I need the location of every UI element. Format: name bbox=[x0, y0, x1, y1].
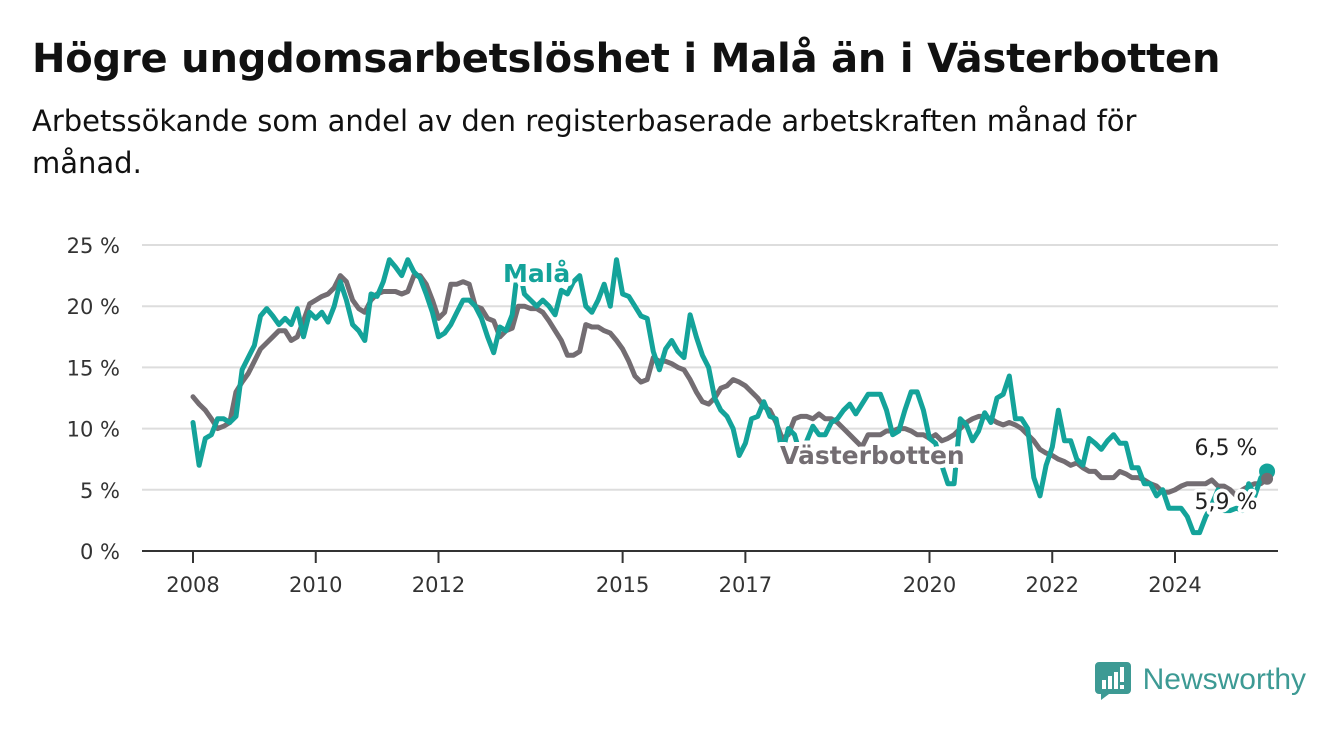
y-tick-label: 0 % bbox=[80, 540, 120, 564]
newsworthy-logo: Newsworthy bbox=[1093, 660, 1306, 700]
end-point-vasterbotten bbox=[1261, 472, 1274, 485]
series-lines bbox=[190, 257, 1276, 536]
y-tick-label: 10 % bbox=[67, 418, 120, 442]
x-tick-label: 2012 bbox=[412, 573, 465, 597]
chart-title: Högre ungdomsarbetslöshet i Malå än i Vä… bbox=[32, 36, 1221, 82]
series-label-vasterbotten: Västerbotten bbox=[780, 441, 965, 470]
x-tick-label: 2017 bbox=[719, 573, 772, 597]
x-tick-label: 2010 bbox=[289, 573, 342, 597]
x-axis-ticks: 2008 2010 2012 2015 2017 2020 2022 2024 bbox=[166, 551, 1202, 597]
series-label-mala: Malå bbox=[503, 259, 570, 288]
y-tick-label: 25 % bbox=[67, 234, 120, 258]
y-tick-label: 5 % bbox=[80, 479, 120, 503]
gridlines bbox=[142, 244, 1278, 491]
line-chart: 0 %5 %10 %15 %20 %25 % 2008 2010 2012 2015 2… bbox=[67, 234, 1278, 597]
y-tick-label: 20 % bbox=[67, 295, 120, 319]
chart-subtitle: Arbetssökande som andel av den registerb… bbox=[32, 104, 1137, 180]
series-line-mala bbox=[190, 257, 1270, 536]
series-line-vasterbotten bbox=[190, 273, 1270, 499]
x-tick-label: 2020 bbox=[903, 573, 956, 597]
series-labels: Malå Västerbotten 6,5 % 5,9 % bbox=[499, 255, 1261, 519]
brand-name: Newsworthy bbox=[1142, 663, 1306, 696]
x-tick-label: 2022 bbox=[1026, 573, 1079, 597]
x-tick-label: 2015 bbox=[596, 573, 649, 597]
x-tick-label: 2024 bbox=[1148, 573, 1201, 597]
end-value-label-mala: 6,5 % bbox=[1195, 436, 1258, 461]
end-value-label-vasterbotten: 5,9 % bbox=[1195, 490, 1258, 515]
newsworthy-logo-icon bbox=[1094, 662, 1131, 700]
y-axis-ticks: 0 % 5 % 10 % 15 % 20 % 25 % bbox=[67, 234, 120, 564]
x-tick-label: 2008 bbox=[166, 573, 219, 597]
y-tick-label: 15 % bbox=[67, 356, 120, 380]
